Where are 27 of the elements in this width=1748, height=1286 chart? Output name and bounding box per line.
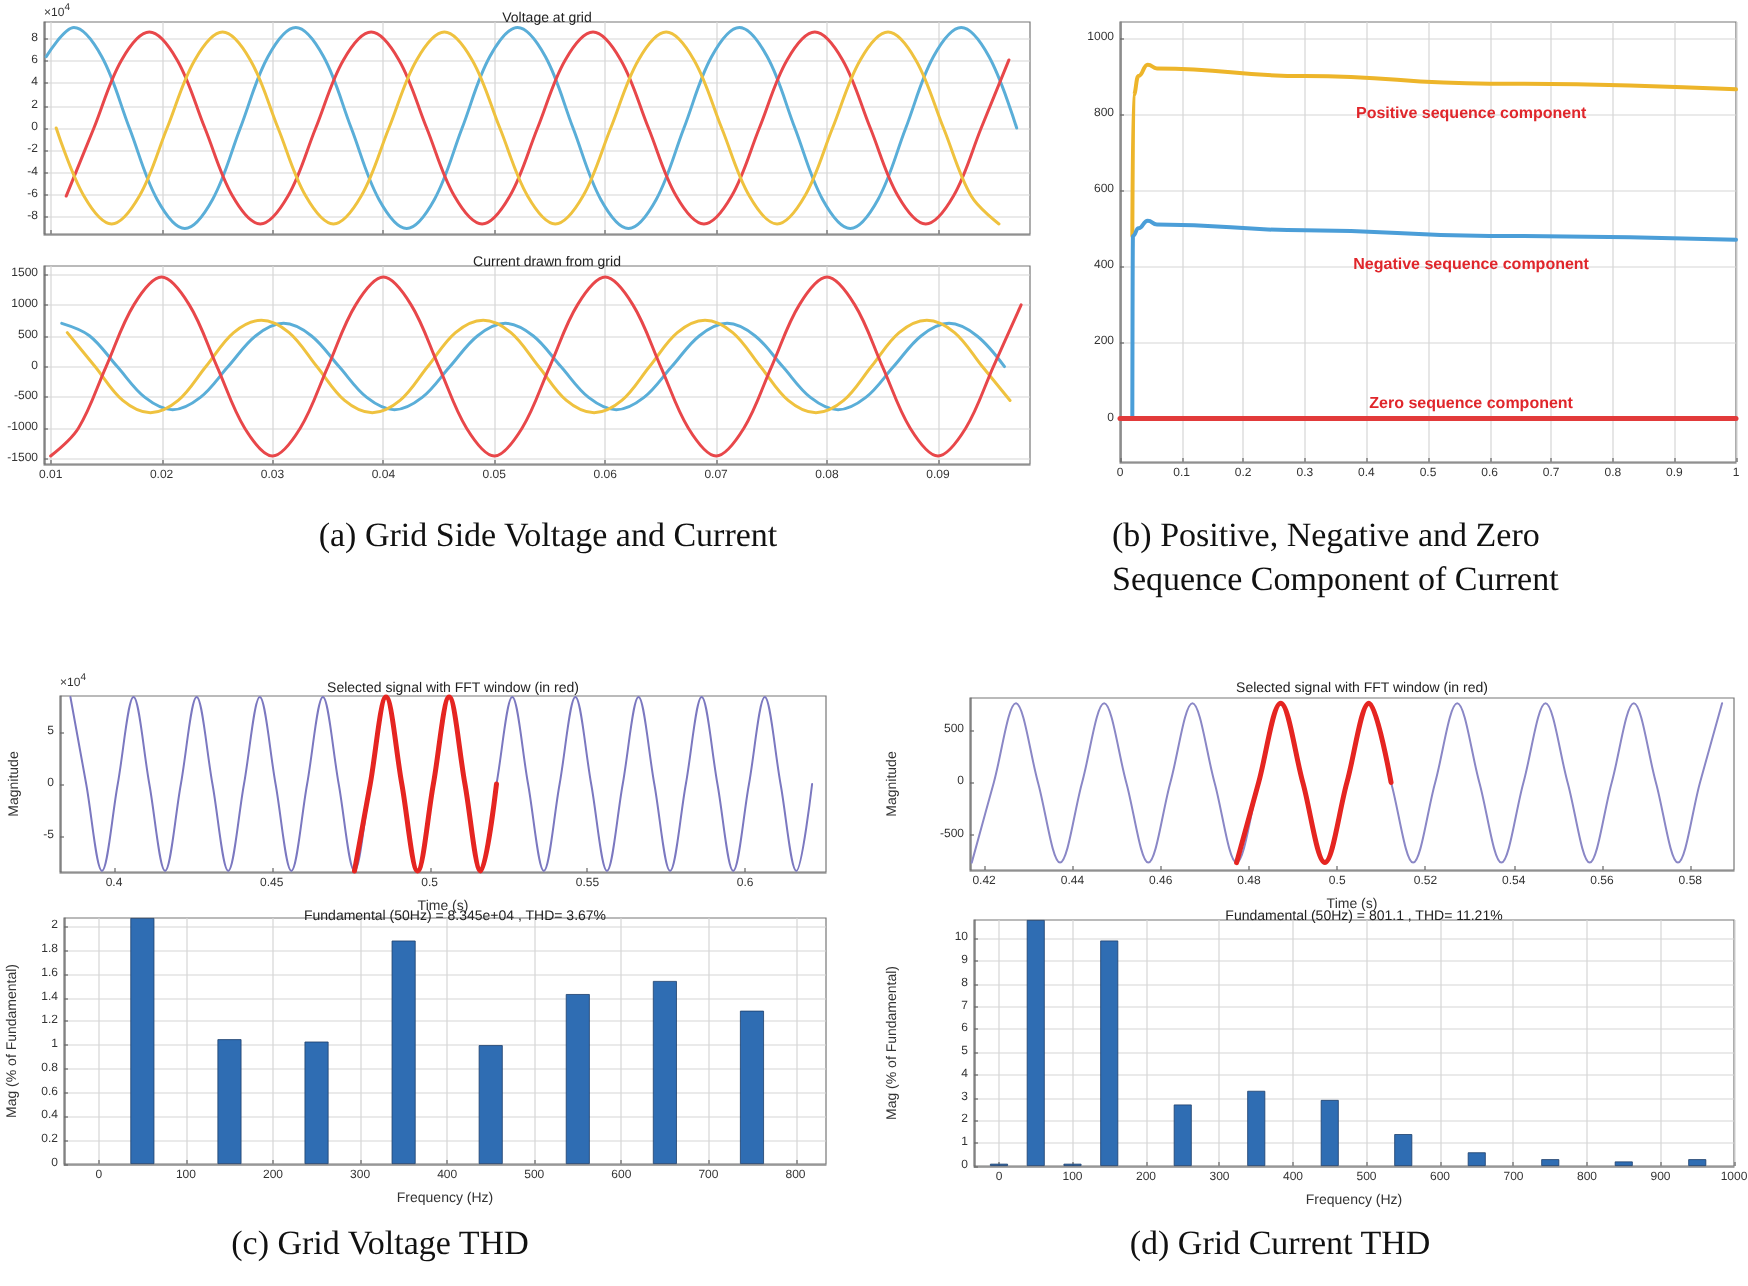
text: (b) Positive, Negative and Zero Sequence Component of Current [1112,514,1561,602]
bar [739,1010,764,1164]
line-series [49,275,1023,458]
bar [478,1045,503,1164]
bar [304,1041,329,1164]
bar [1173,1104,1192,1166]
bar [1467,1152,1486,1166]
bar [1394,1134,1413,1166]
bar [1247,1090,1266,1166]
bar [130,918,155,1164]
bar [1100,940,1119,1166]
bar [565,994,590,1164]
line-series [1130,218,1738,421]
text: (a) Grid Side Voltage and Current [316,514,780,558]
text: (c) Grid Voltage THD [229,1222,531,1266]
text: (d) Grid Current THD [1127,1222,1433,1266]
series-label: Negative sequence component [1353,254,1590,273]
bar [652,980,677,1164]
line-series [1130,62,1738,238]
bar [1688,1159,1707,1166]
series-label: Zero sequence component [1369,393,1574,412]
bar [1541,1159,1560,1166]
bar [1320,1099,1339,1166]
bar [1026,920,1045,1166]
bar [391,940,416,1164]
series-label: Positive sequence component [1355,104,1587,123]
bar [217,1039,242,1164]
